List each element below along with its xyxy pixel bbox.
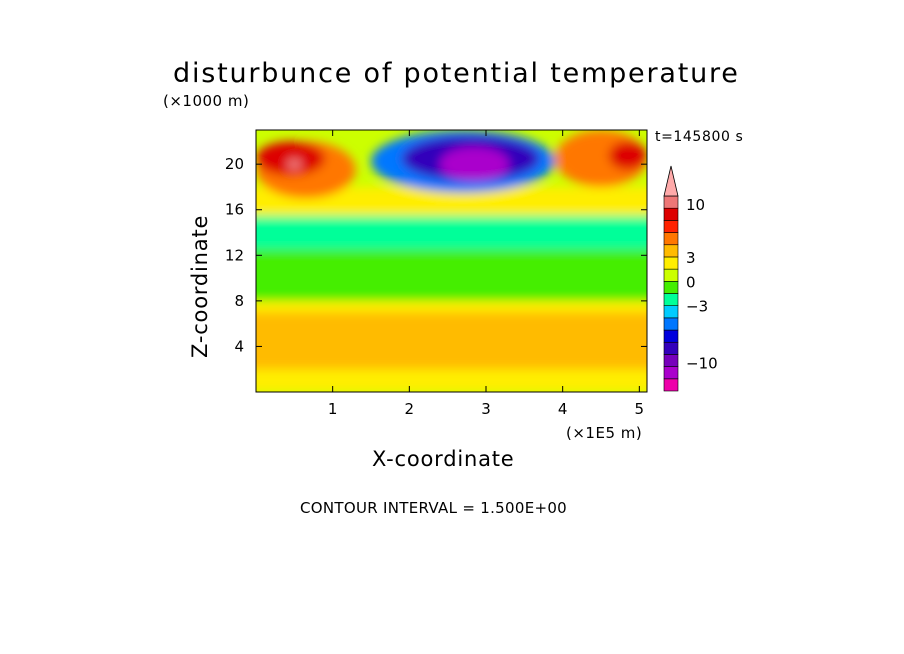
x-tick-label: 3 [481, 400, 491, 418]
colorbar-segment [663, 232, 679, 246]
colorbar-tick-label: −3 [686, 298, 708, 316]
y-tick-label: 12 [225, 246, 244, 264]
y-tick-label: 8 [234, 292, 244, 310]
time-label: t=145800 s [655, 129, 744, 145]
colorbar-segment [663, 354, 679, 367]
y-tick-label: 20 [225, 155, 244, 173]
colorbar-segment [663, 244, 679, 258]
colorbar-segment [663, 305, 679, 319]
plot-area [256, 130, 647, 392]
colorbar-tick-label: 3 [686, 249, 696, 267]
colorbar-segment [663, 329, 679, 343]
x-tick-label: 2 [405, 400, 415, 418]
colorbar-segment [663, 268, 679, 282]
colorbar-segment [663, 207, 679, 221]
y-tick-label: 4 [234, 337, 244, 355]
colorbar-segment [663, 366, 679, 380]
y-tick-label: 16 [225, 201, 244, 219]
colorbar-segment [663, 281, 679, 294]
colorbar-segment [663, 293, 679, 306]
x-tick-label: 4 [558, 400, 568, 418]
contour-region [256, 215, 647, 250]
y-axis-label: Z-coordinate [188, 214, 212, 358]
colorbar-segment [663, 195, 679, 209]
chart-title: disturbunce of potential temperature [173, 58, 740, 89]
colorbar-segment [663, 256, 679, 270]
contour-region [286, 158, 303, 170]
x-tick-label: 5 [635, 400, 645, 418]
x-axis-label: X-coordinate [372, 447, 515, 471]
contour-region [256, 249, 647, 301]
y-axis-unit: (×1000 m) [163, 92, 250, 110]
contour-region [608, 141, 647, 170]
x-tick-label: 1 [328, 400, 338, 418]
colorbar-segment [663, 317, 679, 331]
colorbar-segment [663, 378, 679, 392]
contour-region [256, 141, 325, 176]
contour-region [440, 147, 509, 182]
plot-frame [255, 129, 648, 393]
contour-interval-label: CONTOUR INTERVAL = 1.500E+00 [300, 499, 568, 517]
contour-region [256, 312, 647, 370]
colorbar-tick-label: 10 [686, 196, 705, 214]
colorbar [663, 165, 679, 392]
colorbar-segment [663, 220, 679, 233]
colorbar-arrow [663, 165, 679, 197]
contour-region [256, 369, 647, 392]
colorbar-tick-label: 0 [686, 273, 696, 291]
contour-region [256, 300, 647, 313]
colorbar-segment [663, 341, 679, 355]
x-axis-unit: (×1E5 m) [566, 424, 643, 442]
colorbar-tick-label: −10 [686, 355, 718, 373]
